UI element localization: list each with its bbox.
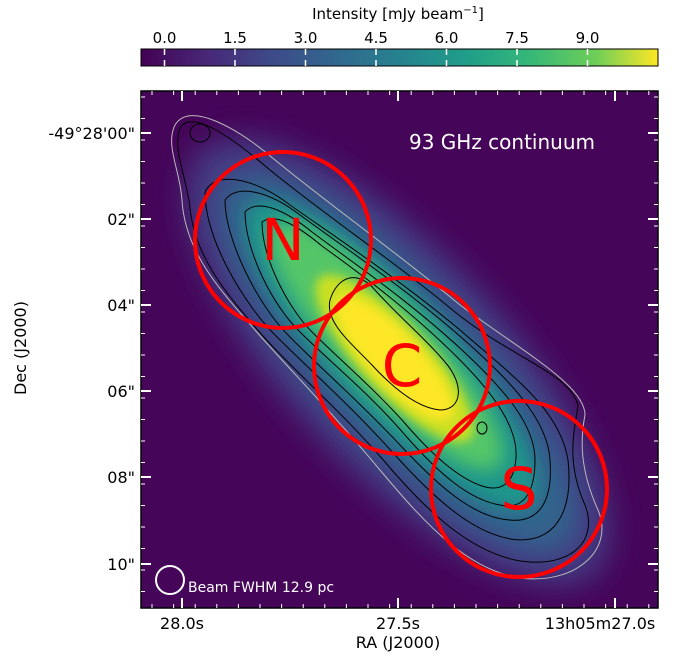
contour-level-2 <box>204 178 570 541</box>
contour-peak-small <box>476 421 488 435</box>
continuum-annotation: 93 GHz continuum <box>409 130 595 154</box>
colorbar-ticks <box>163 49 589 66</box>
contour-level-3 <box>224 190 551 521</box>
contour-level-1 <box>177 121 589 563</box>
emission-map <box>184 137 612 587</box>
y-tick-label: 04" <box>107 296 135 315</box>
plot-ticks <box>141 91 658 608</box>
y-tick-label: 08" <box>107 468 135 487</box>
x-tick-label: 28.0s <box>160 614 204 633</box>
x-axis-label: RA (J2000) <box>356 633 440 652</box>
contour-outer-grey <box>171 115 603 580</box>
y-axis-label: Dec (J2000) <box>11 301 30 395</box>
colorbar-tick-labels: 0.0 1.5 3.0 4.5 6.0 7.5 9.0 <box>153 29 600 47</box>
y-tick-label: 02" <box>107 210 135 229</box>
region-n-circle <box>193 150 373 330</box>
y-tick-labels: -49°28'00" 02" 04" 06" 08" 10" <box>48 124 135 574</box>
contour-level-5 <box>261 218 517 489</box>
colorbar-tick-label: 1.5 <box>223 29 247 47</box>
beam-label: Beam FWHM 12.9 pc <box>188 580 334 596</box>
y-tick-label: -49°28'00" <box>48 124 135 143</box>
regions: N C S <box>193 150 609 579</box>
colorbar-tick-label: 9.0 <box>576 29 600 47</box>
contours <box>171 115 603 580</box>
contour-level-6 <box>328 277 459 411</box>
y-tick-label: 06" <box>107 382 135 401</box>
x-tick-label: 13h05m27.0s <box>545 614 655 633</box>
beam-circle <box>155 565 185 595</box>
colorbar-tick-label: 3.0 <box>294 29 318 47</box>
colorbar-tick-label: 0.0 <box>153 29 177 47</box>
region-s-circle <box>429 399 609 579</box>
colorbar-label: Intensity [mJy beam−1] <box>312 5 484 23</box>
colorbar-tick-label: 6.0 <box>435 29 459 47</box>
emission-peak <box>335 295 454 421</box>
contour-level-4 <box>244 205 536 507</box>
plot-frame <box>140 90 659 609</box>
colorbar <box>140 48 659 67</box>
y-tick-label: 10" <box>107 555 135 574</box>
region-c-label: C <box>382 332 423 400</box>
contour-knot-nw <box>189 123 211 143</box>
region-n-label: N <box>261 206 304 274</box>
region-c-circle <box>312 276 492 456</box>
x-tick-label: 27.5s <box>376 614 420 633</box>
region-s-label: S <box>501 455 538 523</box>
colorbar-tick-label: 7.5 <box>505 29 529 47</box>
colorbar-tick-label: 4.5 <box>364 29 388 47</box>
x-tick-labels: 28.0s 27.5s 13h05m27.0s <box>160 614 655 633</box>
